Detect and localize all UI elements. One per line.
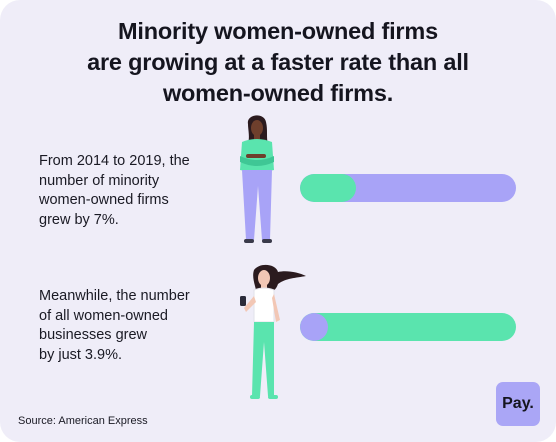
stat-line: by just 3.9%.	[39, 346, 123, 363]
title-line-1: Minority women-owned firms	[118, 18, 438, 44]
bar-fill-minority	[300, 174, 357, 202]
bar-fill-all	[300, 313, 329, 341]
stat-line: number of minority	[39, 172, 160, 189]
stat-line: From 2014 to 2019, the	[39, 153, 190, 169]
bar-minority-women-owned	[300, 174, 516, 202]
woman-arms-crossed-illustration	[240, 115, 274, 243]
pay-logo: Pay.	[496, 382, 540, 426]
stat-line: of all women-owned	[39, 307, 168, 324]
woman-with-phone-illustration	[240, 264, 306, 399]
title-line-2: are growing at a faster rate than all	[87, 49, 469, 75]
bar-all-women-owned	[300, 313, 516, 341]
page-title: Minority women-owned firms are growing a…	[40, 16, 516, 109]
stat-line: businesses grew	[39, 327, 147, 344]
stat-line: women-owned firms	[39, 192, 169, 209]
stat-minority-description: From 2014 to 2019, the number of minorit…	[39, 152, 249, 230]
stat-line: grew by 7%.	[39, 211, 119, 228]
source-note: Source: American Express	[18, 415, 148, 427]
stat-line: Meanwhile, the number	[39, 288, 190, 304]
title-line-3: women-owned firms.	[162, 80, 394, 106]
stat-all-women-description: Meanwhile, the number of all women-owned…	[39, 287, 249, 365]
